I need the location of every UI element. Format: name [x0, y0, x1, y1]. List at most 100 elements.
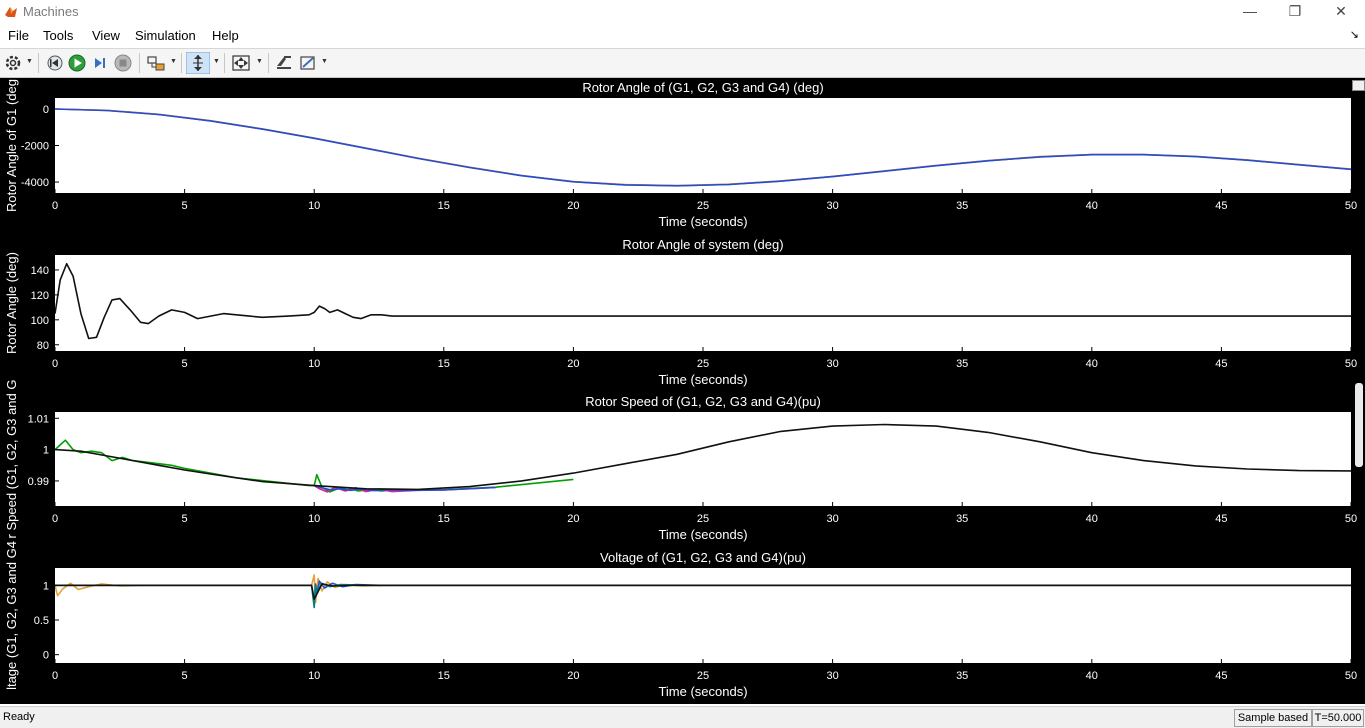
step-forward-icon[interactable] [90, 52, 110, 74]
y-axis-label: ltage (G1, G2, G3 and G4 [4, 541, 19, 690]
x-tick-label: 5 [182, 200, 188, 212]
legend-icon[interactable] [274, 52, 294, 74]
y-tick-label: 80 [37, 340, 49, 352]
stop-icon[interactable] [113, 52, 133, 74]
x-axis-label: Time (seconds) [658, 527, 747, 542]
close-button[interactable]: ✕ [1335, 3, 1347, 19]
y-tick-label: 0 [43, 104, 49, 116]
y-tick-label: 1 [43, 445, 49, 457]
scope-plot-area: Rotor Angle of (G1, G2, G3 and G4) (deg)… [0, 78, 1365, 704]
x-tick-label: 10 [308, 358, 320, 370]
y-tick-label: 0.5 [34, 615, 49, 627]
x-tick-label: 25 [697, 200, 709, 212]
zoom-icon[interactable] [186, 52, 210, 74]
x-tick-label: 40 [1086, 670, 1098, 682]
undock-icon[interactable] [1352, 80, 1365, 91]
plot-axes [55, 568, 1351, 663]
x-tick-label: 40 [1086, 200, 1098, 212]
y-tick-label: 0.99 [28, 476, 49, 488]
menu-bar: File Tools View Simulation Help ↘ [0, 24, 1365, 48]
x-tick-label: 0 [52, 670, 58, 682]
x-tick-label: 35 [956, 358, 968, 370]
plot-4: Voltage of (G1, G2, G3 and G4)(pu)0 5 10 15… [4, 541, 1357, 699]
autoscale-icon[interactable] [230, 52, 252, 74]
y-axis-label: Rotor Angle (deg) [4, 252, 19, 354]
toolbar-separator [268, 53, 269, 73]
settings-icon[interactable] [4, 52, 22, 74]
x-tick-label: 30 [826, 358, 838, 370]
series-line [55, 108, 1351, 187]
x-tick-label: 15 [438, 513, 450, 525]
settings-dropdown-icon[interactable]: ▼ [26, 58, 33, 65]
menu-help[interactable]: Help [212, 28, 239, 43]
x-axis-label: Time (seconds) [658, 372, 747, 387]
y-tick-label: 100 [31, 315, 49, 327]
y-tick-label: -2000 [21, 141, 49, 153]
toolbar: ▼ ▼ ▼ ▼ [0, 48, 1365, 78]
y-tick-label: 140 [31, 265, 49, 277]
status-text: Ready [3, 711, 35, 723]
x-tick-label: 35 [956, 670, 968, 682]
toolbar-separator [224, 53, 225, 73]
plot-title: Rotor Speed of (G1, G2, G3 and G4)(pu) [585, 394, 821, 409]
dock-icon[interactable]: ↘ [1349, 29, 1359, 41]
x-tick-label: 0 [52, 200, 58, 212]
x-tick-label: 50 [1345, 200, 1357, 212]
plot-2: Rotor Angle of system (deg) 0 5 10 15 20 25 30 3… [4, 237, 1357, 387]
x-tick-label: 15 [438, 358, 450, 370]
y-tick-label: -4000 [21, 177, 49, 189]
menu-simulation[interactable]: Simulation [135, 28, 196, 43]
plot-axes [55, 412, 1351, 506]
y-tick-label: 1.01 [28, 413, 49, 425]
x-tick-label: 5 [182, 358, 188, 370]
scope-plots: Rotor Angle of (G1, G2, G3 and G4) (deg)… [4, 79, 1357, 699]
step-back-icon[interactable] [45, 52, 65, 74]
style-icon[interactable] [298, 52, 318, 74]
scrollbar-thumb[interactable] [1355, 383, 1363, 467]
restore-button[interactable]: ❐ [1288, 3, 1302, 19]
sample-mode-indicator: Sample based [1234, 709, 1312, 727]
x-tick-label: 25 [697, 670, 709, 682]
zoom-dropdown-icon[interactable]: ▼ [213, 58, 220, 65]
minimize-button[interactable]: — [1243, 3, 1257, 19]
x-axis-label: Time (seconds) [658, 214, 747, 229]
menu-tools[interactable]: Tools [43, 28, 74, 43]
matlab-app-icon [5, 7, 17, 17]
x-tick-label: 45 [1215, 358, 1227, 370]
plot-axes [55, 98, 1351, 193]
x-tick-label: 10 [308, 200, 320, 212]
style-dropdown-icon[interactable]: ▼ [321, 58, 328, 65]
autoscale-dropdown-icon[interactable]: ▼ [256, 58, 263, 65]
run-icon[interactable] [67, 52, 87, 74]
toolbar-separator [181, 53, 182, 73]
y-tick-label: 120 [31, 290, 49, 302]
x-tick-label: 15 [438, 670, 450, 682]
x-tick-label: 10 [308, 670, 320, 682]
x-tick-label: 30 [826, 670, 838, 682]
x-tick-label: 25 [697, 513, 709, 525]
highlight-model-icon[interactable] [146, 52, 166, 74]
x-tick-label: 40 [1086, 358, 1098, 370]
x-tick-label: 20 [567, 358, 579, 370]
menu-file[interactable]: File [8, 28, 29, 43]
plot-3: Rotor Speed of (G1, G2, G3 and G4)(pu) 0 5… [4, 380, 1357, 542]
y-tick-label: 1 [43, 580, 49, 592]
x-tick-label: 15 [438, 200, 450, 212]
x-tick-label: 50 [1345, 513, 1357, 525]
plot-title: Rotor Angle of (G1, G2, G3 and G4) (deg) [582, 80, 823, 95]
plot-title: Voltage of (G1, G2, G3 and G4)(pu) [600, 550, 806, 565]
x-axis-label: Time (seconds) [658, 684, 747, 699]
y-axis-label: Rotor Angle of G1 (deg [4, 79, 19, 212]
menu-view[interactable]: View [92, 28, 120, 43]
y-axis-label: r Speed (G1, G2, G3 and G [4, 380, 19, 539]
plot-1: Rotor Angle of (G1, G2, G3 and G4) (deg)… [4, 79, 1357, 229]
x-tick-label: 5 [182, 670, 188, 682]
series-line [55, 262, 1351, 340]
x-tick-label: 45 [1215, 513, 1227, 525]
highlight-dropdown-icon[interactable]: ▼ [170, 58, 177, 65]
x-tick-label: 50 [1345, 670, 1357, 682]
plot-axes [55, 255, 1351, 351]
x-tick-label: 45 [1215, 670, 1227, 682]
x-tick-label: 20 [567, 513, 579, 525]
x-tick-label: 0 [52, 358, 58, 370]
